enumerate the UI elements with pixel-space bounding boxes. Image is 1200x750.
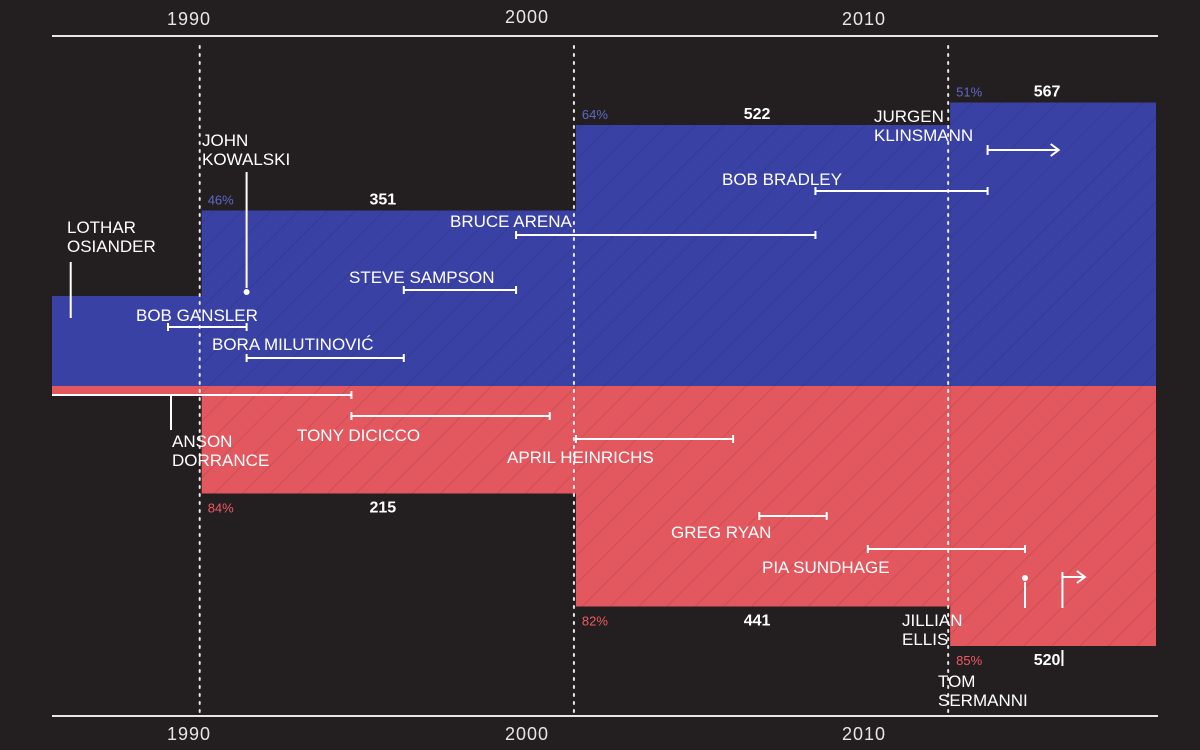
coach-heinrichs-label: APRIL HEINRICHS (507, 448, 654, 467)
men-band-0 (52, 296, 202, 386)
men-hatch-1 (201, 210, 576, 386)
coach-kowalski-label: JOHN KOWALSKI (202, 131, 290, 169)
coach-bradley-label: BOB BRADLEY (722, 170, 842, 189)
men-win-pct-1: 46% (208, 193, 234, 208)
men-total-2: 522 (744, 106, 771, 123)
women-win-pct-1: 84% (208, 501, 234, 516)
top-tick-1990: 1990 (167, 9, 211, 29)
women-hatch-2 (575, 386, 951, 607)
coach-dicicco-label: TONY DICICCO (297, 426, 420, 445)
top-tick-2010: 2010 (842, 9, 886, 29)
men-win-pct-3: 51% (956, 85, 982, 100)
women-total-3: 520 (1034, 652, 1061, 669)
coach-sermanni-label: TOM SERMANNI (938, 672, 1028, 710)
women-hatch-1 (201, 386, 576, 494)
men-win-pct-2: 64% (582, 107, 608, 122)
team-bands (52, 102, 1156, 646)
coach-ellis-label: JILLIAN ELLIS (902, 611, 962, 649)
bottom-tick-2010: 2010 (842, 724, 886, 744)
top-tick-2000: 2000 (505, 7, 549, 27)
coach-osiander-label: LOTHAR OSIANDER (67, 218, 156, 256)
women-band-0 (52, 386, 202, 394)
men-hatch-2 (575, 125, 951, 386)
women-hatch-3 (950, 386, 1156, 646)
coach-milutinovic-label: BORA MILUTINOVIĆ (212, 335, 374, 354)
women-win-pct-3: 85% (956, 653, 982, 668)
coach-annotations: 46% 351 64% 522 51% 567 84% 215 82% 441 85% 520 LOTH… (52, 84, 1087, 710)
men-total-3: 567 (1034, 84, 1061, 101)
women-win-pct-2: 82% (582, 614, 608, 629)
bottom-tick-2000: 2000 (505, 724, 549, 744)
coach-klinsmann-arrow-head (1050, 143, 1061, 157)
coach-kowalski-dot (243, 289, 250, 295)
bottom-tick-1990: 1990 (167, 724, 211, 744)
women-total-2: 441 (744, 613, 771, 630)
decade-gridlines (198, 45, 950, 713)
men-total-1: 351 (369, 192, 396, 209)
coach-ellis-dot (1022, 575, 1029, 581)
coach-gansler-label: BOB GANSLER (136, 306, 258, 325)
coach-sampson-label: STEVE SAMPSON (349, 268, 494, 287)
coach-ryan-label: GREG RYAN (671, 523, 771, 542)
coach-arena-label: BRUCE ARENA (450, 212, 573, 231)
coach-sundhage-label: PIA SUNDHAGE (762, 558, 890, 577)
women-total-1: 215 (369, 500, 396, 517)
coach-klinsmann-label: JURGEN KLINSMANN (874, 107, 973, 145)
coach-dorrance-label: ANSON DORRANCE (172, 432, 269, 470)
coach-sermanni-arrow-head (1076, 570, 1087, 584)
